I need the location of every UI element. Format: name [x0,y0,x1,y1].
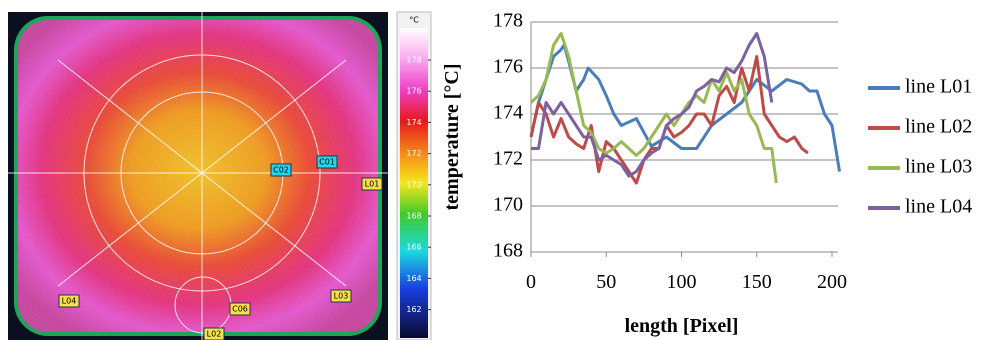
legend-label: line L02 [905,116,972,138]
page: C01 C02 L01 L02 L03 L04 C06 °C 178 176 174 172 170… [0,0,986,340]
x-tick-label: 150 [742,271,772,293]
marker-label: L01 [365,180,380,189]
scale-tick-label: 172 [406,149,421,158]
x-tick-label: 50 [596,271,616,293]
scale-unit: °C [409,16,419,25]
marker-label: L04 [62,297,77,306]
legend-label: line L01 [905,76,972,98]
marker-label: C02 [273,166,289,175]
scale-tick-label: 162 [406,305,421,314]
scale-tick-label: 176 [406,87,421,96]
marker-label: C01 [319,158,335,167]
legend-label: line L03 [905,156,972,178]
scale-tick-label: 166 [406,243,421,252]
scale-tick-label: 178 [406,56,421,65]
marker-label: C06 [232,305,248,314]
y-tick-label: 174 [493,102,523,124]
y-tick-label: 168 [493,240,523,262]
y-tick-label: 172 [493,148,523,170]
legend-label: line L04 [905,196,972,218]
marker-label: L03 [334,292,349,301]
x-tick-label: 100 [667,271,697,293]
x-tick-label: 200 [817,271,847,293]
y-tick-label: 178 [493,10,523,32]
x-axis-label: length [Pixel] [625,315,739,337]
series-line [531,34,776,184]
y-axis-label: temperature [°C] [441,63,463,210]
scale-tick-label: 174 [406,118,421,127]
x-tick-label: 0 [526,271,536,293]
y-tick-label: 170 [493,194,523,216]
scale-tick-label: 164 [406,274,421,283]
scale-tick-label: 168 [406,212,421,221]
scale-tick-label: 170 [406,180,421,189]
y-tick-label: 176 [493,56,523,78]
marker-label: L02 [207,330,222,339]
